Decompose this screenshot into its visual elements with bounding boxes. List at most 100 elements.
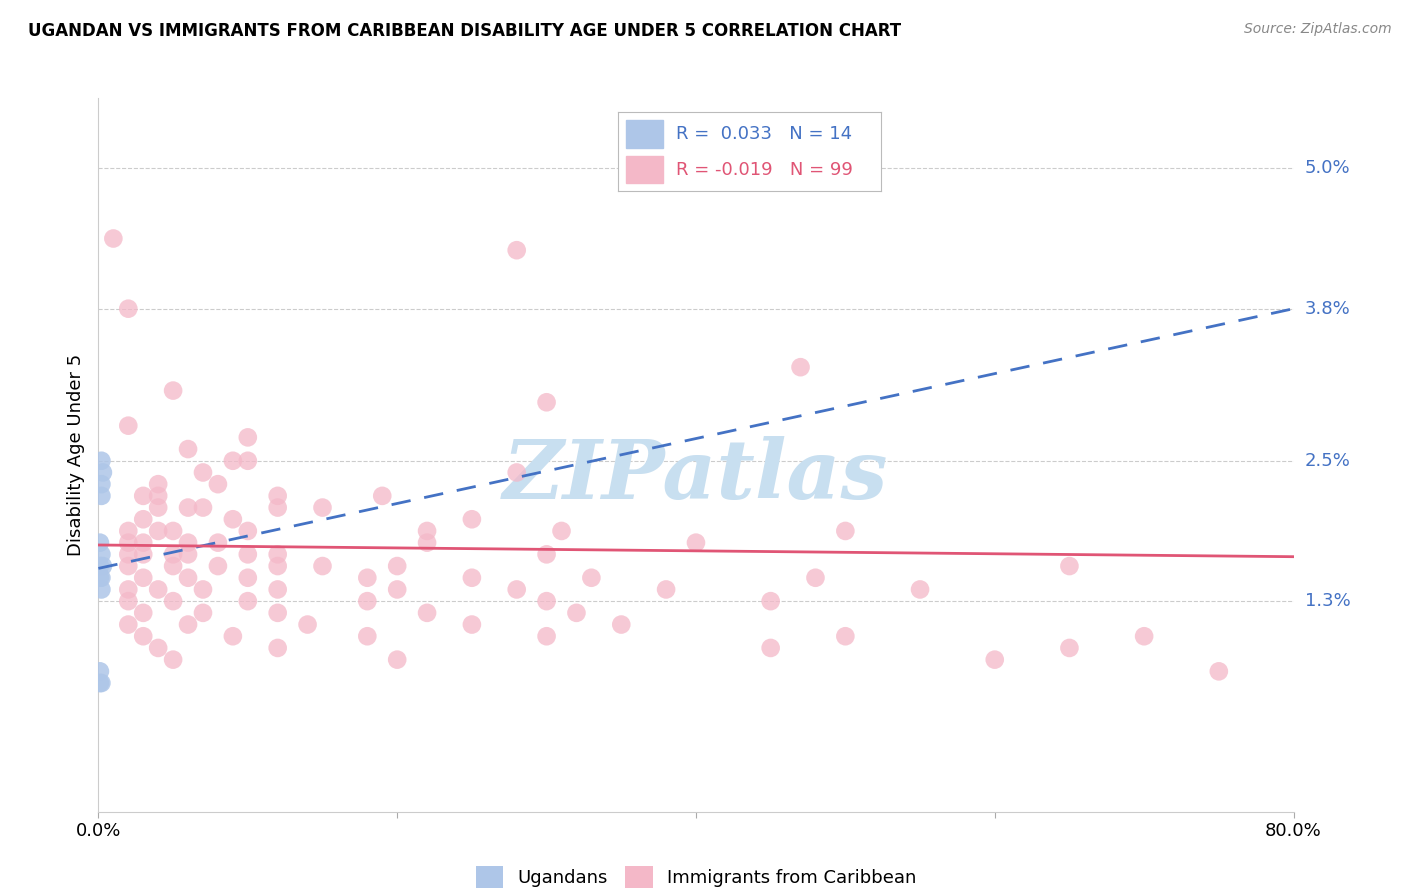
Point [461,512,484,526]
Point [222,454,245,468]
Point [236,547,259,561]
Point [89,559,111,574]
Text: 1.3%: 1.3% [1305,592,1350,610]
Point [506,582,529,597]
Point [132,535,155,549]
Point [1059,640,1081,655]
Point [759,594,782,608]
Point [148,489,170,503]
Point [385,653,409,667]
Point [267,640,290,655]
Point [550,524,572,538]
Point [222,629,245,643]
Point [908,582,931,597]
Legend: Ugandans, Immigrants from Caribbean: Ugandans, Immigrants from Caribbean [468,859,924,892]
Point [117,617,139,632]
Point [267,489,290,503]
Point [222,512,245,526]
Point [177,617,200,632]
Point [685,535,707,549]
Point [117,524,139,538]
Point [461,617,484,632]
Point [90,571,112,585]
Point [148,500,170,515]
Point [117,582,139,597]
Text: UGANDAN VS IMMIGRANTS FROM CARIBBEAN DISABILITY AGE UNDER 5 CORRELATION CHART: UGANDAN VS IMMIGRANTS FROM CARIBBEAN DIS… [28,22,901,40]
Text: 2.5%: 2.5% [1305,451,1351,470]
Point [90,477,112,491]
Point [416,606,439,620]
Point [207,559,229,574]
Point [89,535,111,549]
Point [132,571,155,585]
Point [236,454,259,468]
Point [89,665,111,679]
Point [416,524,439,538]
Point [91,559,114,574]
Point [177,442,200,456]
Point [162,524,184,538]
Point [132,512,155,526]
Point [267,547,290,561]
Point [581,571,603,585]
Point [506,466,529,480]
Point [1133,629,1156,643]
Point [132,489,155,503]
Bar [626,155,664,183]
Point [191,582,214,597]
Point [177,547,200,561]
Point [90,582,112,597]
Point [162,559,184,574]
Point [267,606,290,620]
Point [834,629,856,643]
Text: Source: ZipAtlas.com: Source: ZipAtlas.com [1244,22,1392,37]
Point [416,535,439,549]
Point [655,582,678,597]
Point [177,500,200,515]
Point [385,559,409,574]
Point [132,547,155,561]
Point [385,582,409,597]
Text: 3.8%: 3.8% [1305,300,1350,318]
Point [536,547,558,561]
Point [311,559,333,574]
Point [506,243,529,257]
Y-axis label: Disability Age Under 5: Disability Age Under 5 [66,354,84,556]
Point [267,559,290,574]
Point [89,571,111,585]
Point [371,489,394,503]
Point [162,594,184,608]
Point [983,653,1005,667]
Point [804,571,827,585]
Point [90,676,112,690]
Point [311,500,333,515]
Point [191,466,214,480]
Point [236,430,259,444]
Point [461,571,484,585]
Point [148,582,170,597]
Point [191,606,214,620]
Point [356,629,378,643]
Point [177,571,200,585]
Point [267,500,290,515]
Point [117,535,139,549]
Point [117,418,139,433]
Point [162,384,184,398]
Point [148,640,170,655]
Point [89,676,111,690]
Point [103,231,125,245]
Point [565,606,588,620]
Point [117,547,139,561]
Point [207,477,229,491]
Point [90,489,112,503]
Point [356,571,378,585]
Point [90,547,112,561]
Point [267,582,290,597]
Point [132,629,155,643]
Point [117,301,139,316]
Point [536,629,558,643]
Point [90,454,112,468]
Text: ZIPatlas: ZIPatlas [503,436,889,516]
Point [207,535,229,549]
Point [536,395,558,409]
